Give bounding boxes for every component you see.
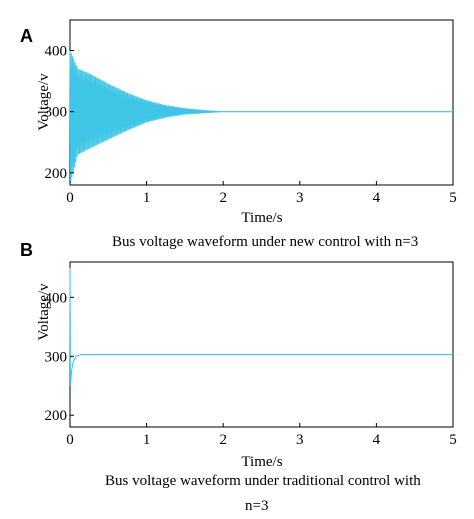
panel-b-x-tick-label: 4 (373, 432, 381, 448)
panel-b-caption-line-1: Bus voltage waveform under traditional c… (105, 473, 421, 489)
panel-b-y-tick-label: 400 (45, 290, 68, 306)
panel-b-waveform (69, 267, 453, 387)
panel-a-x-axis-label: Time/s (241, 210, 282, 226)
panel-b-x-tick-label: 3 (296, 432, 304, 448)
panel-a-y-tick-label: 400 (45, 44, 68, 60)
panel-a-x-tick-label: 1 (143, 190, 151, 206)
panel-a-y-tick-label: 300 (45, 105, 68, 121)
panel-b-series-line (69, 267, 453, 387)
panel-a: A 0 1 2 3 4 5 200 300 400 Voltage/v Time/s Bus v… (20, 19, 457, 250)
panel-b-y-tick-label: 200 (45, 408, 68, 424)
panel-a-letter: A (20, 26, 33, 46)
panel-b-ticks: 0 1 2 3 4 5 200 300 400 (45, 290, 457, 448)
panel-b-plot-frame (69, 261, 454, 428)
panel-a-y-tick-label: 200 (45, 166, 68, 182)
panel-a-x-tick-label: 2 (219, 190, 227, 206)
panel-b-x-tick-label: 0 (66, 432, 74, 448)
panel-b-x-tick-label: 2 (219, 432, 227, 448)
panel-a-y-axis-label: Voltage/v (36, 73, 52, 131)
panel-b-x-tick-label: 1 (143, 432, 151, 448)
panel-b-y-axis-label: Voltage/v (36, 283, 52, 341)
panel-b-caption-line-2: n=3 (245, 498, 268, 514)
panel-a-x-tick-label: 0 (66, 190, 74, 206)
panel-a-x-tick-label: 3 (296, 190, 304, 206)
panel-a-waveform (69, 50, 453, 183)
panel-b-x-axis-label: Time/s (241, 454, 282, 470)
panel-a-x-tick-label: 4 (373, 190, 381, 206)
panel-b-x-tick-label: 5 (449, 432, 457, 448)
panel-b-letter: B (20, 240, 33, 260)
panel-a-series-line (69, 50, 453, 183)
panel-b: B 0 1 2 3 4 5 200 300 400 Voltage/v Time/s Bus v… (20, 240, 457, 514)
panel-b-y-tick-label: 300 (45, 349, 68, 365)
panel-a-ticks: 0 1 2 3 4 5 200 300 400 (45, 44, 457, 206)
panel-a-caption: Bus voltage waveform under new control w… (112, 234, 418, 250)
panel-a-x-tick-label: 5 (449, 190, 457, 206)
